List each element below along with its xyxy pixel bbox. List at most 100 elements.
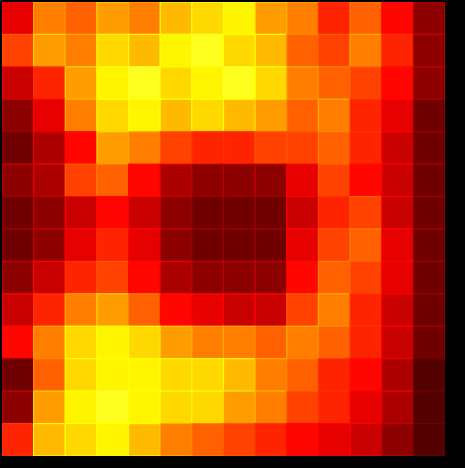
heat-cell (382, 99, 414, 131)
heat-cell (160, 391, 192, 423)
heat-cell (192, 229, 224, 261)
heat-cell (129, 261, 161, 293)
heat-cell (382, 67, 414, 99)
heat-cell (34, 34, 66, 66)
plot-area (2, 2, 445, 456)
heat-cell (160, 2, 192, 34)
heat-cell (382, 294, 414, 326)
heat-cell (413, 294, 445, 326)
heat-cell (2, 197, 34, 229)
heat-cell (255, 326, 287, 358)
heat-cell (129, 424, 161, 456)
heat-cell (34, 326, 66, 358)
heat-cell (192, 132, 224, 164)
heat-cell (34, 229, 66, 261)
heat-cell (129, 294, 161, 326)
heat-cell (224, 424, 256, 456)
heat-cell (350, 261, 382, 293)
heat-cell (350, 197, 382, 229)
heat-cell (350, 294, 382, 326)
heat-cell (382, 197, 414, 229)
heat-cell (192, 424, 224, 456)
heat-cell (318, 197, 350, 229)
heat-cell (382, 2, 414, 34)
heat-cell (318, 424, 350, 456)
heat-cell (413, 67, 445, 99)
heat-cell (65, 164, 97, 196)
heat-cell (2, 164, 34, 196)
heat-cell (318, 359, 350, 391)
heat-cell (318, 2, 350, 34)
heat-cell (34, 197, 66, 229)
heat-cell (34, 67, 66, 99)
heat-cell (318, 34, 350, 66)
heat-cell (129, 197, 161, 229)
heat-cell (413, 99, 445, 131)
heat-cell (34, 424, 66, 456)
heat-cell (97, 164, 129, 196)
heat-cell (255, 99, 287, 131)
heat-cell (2, 424, 34, 456)
heat-cell (192, 34, 224, 66)
heat-cell (318, 99, 350, 131)
heat-cell (2, 391, 34, 423)
heat-cell (97, 359, 129, 391)
heat-cell (2, 261, 34, 293)
heat-cell (192, 164, 224, 196)
heat-cell (382, 326, 414, 358)
heat-cell (65, 294, 97, 326)
heat-cell (2, 359, 34, 391)
heat-cell (350, 132, 382, 164)
heat-cell (287, 424, 319, 456)
heat-cell (382, 261, 414, 293)
heat-cell (350, 229, 382, 261)
heat-cell (97, 424, 129, 456)
heat-cell (350, 34, 382, 66)
heat-cell (287, 391, 319, 423)
heat-cell (224, 132, 256, 164)
heat-cell (65, 391, 97, 423)
heat-cell (65, 2, 97, 34)
heat-cell (287, 67, 319, 99)
heat-cell (224, 2, 256, 34)
heat-cell (65, 34, 97, 66)
heat-cell (34, 132, 66, 164)
heat-cell (287, 132, 319, 164)
heat-cell (255, 294, 287, 326)
heat-cell (34, 261, 66, 293)
heat-cell (382, 132, 414, 164)
heat-cell (2, 2, 34, 34)
heat-cell (318, 132, 350, 164)
heat-cell (350, 359, 382, 391)
heat-cell (160, 164, 192, 196)
heat-cell (160, 34, 192, 66)
heat-cell (224, 99, 256, 131)
heat-cell (413, 229, 445, 261)
heat-cell (287, 197, 319, 229)
heat-cell (129, 2, 161, 34)
heat-cell (192, 2, 224, 34)
heat-cell (287, 164, 319, 196)
heat-cell (224, 164, 256, 196)
heat-cell (413, 34, 445, 66)
heat-cell (129, 359, 161, 391)
heat-cell (192, 326, 224, 358)
heat-cell (287, 261, 319, 293)
heat-cell (34, 2, 66, 34)
heat-cell (65, 261, 97, 293)
heat-cell (65, 197, 97, 229)
heat-cell (97, 197, 129, 229)
heat-cell (2, 294, 34, 326)
heat-cell (129, 164, 161, 196)
heat-cell (160, 261, 192, 293)
heat-cell (2, 132, 34, 164)
heat-cell (413, 132, 445, 164)
heat-cell (350, 164, 382, 196)
heat-cell (287, 99, 319, 131)
heat-cell (160, 294, 192, 326)
heat-cell (318, 391, 350, 423)
heat-cell (413, 359, 445, 391)
heat-cell (2, 326, 34, 358)
heat-cell (160, 359, 192, 391)
heat-cell (160, 99, 192, 131)
